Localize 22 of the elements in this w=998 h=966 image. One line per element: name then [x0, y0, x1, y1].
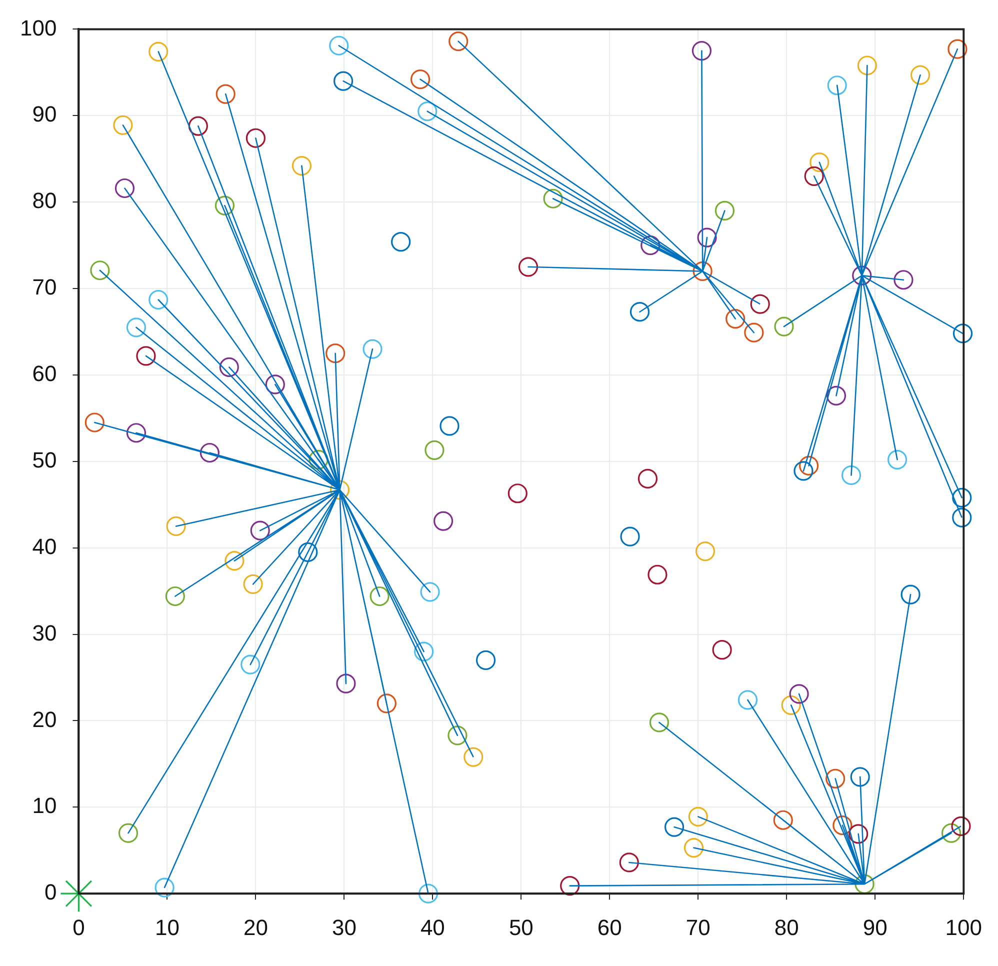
x-tick-label: 30: [332, 914, 356, 940]
y-tick-label: 90: [32, 102, 57, 127]
y-tick-label: 10: [32, 793, 57, 818]
y-tick-label: 50: [32, 447, 57, 472]
x-tick-label: 100: [945, 914, 982, 940]
x-tick-label: 20: [243, 914, 268, 940]
y-tick-label: 20: [32, 706, 57, 732]
x-tick-label: 10: [154, 914, 180, 940]
x-tick-label: 40: [420, 914, 445, 940]
y-tick-label: 100: [20, 15, 57, 40]
y-tick-label: 30: [32, 620, 57, 646]
x-tick-label: 60: [597, 914, 622, 940]
x-tick-label: 0: [72, 914, 85, 940]
x-tick-label: 50: [508, 914, 534, 940]
y-tick-label: 40: [32, 534, 57, 559]
x-tick-label: 90: [862, 914, 888, 940]
x-tick-label: 70: [686, 914, 710, 940]
y-tick-label: 0: [44, 880, 57, 905]
y-tick-label: 80: [32, 188, 57, 214]
y-tick-label: 60: [32, 361, 57, 386]
x-tick-label: 80: [774, 914, 799, 940]
y-tick-label: 70: [32, 274, 57, 300]
